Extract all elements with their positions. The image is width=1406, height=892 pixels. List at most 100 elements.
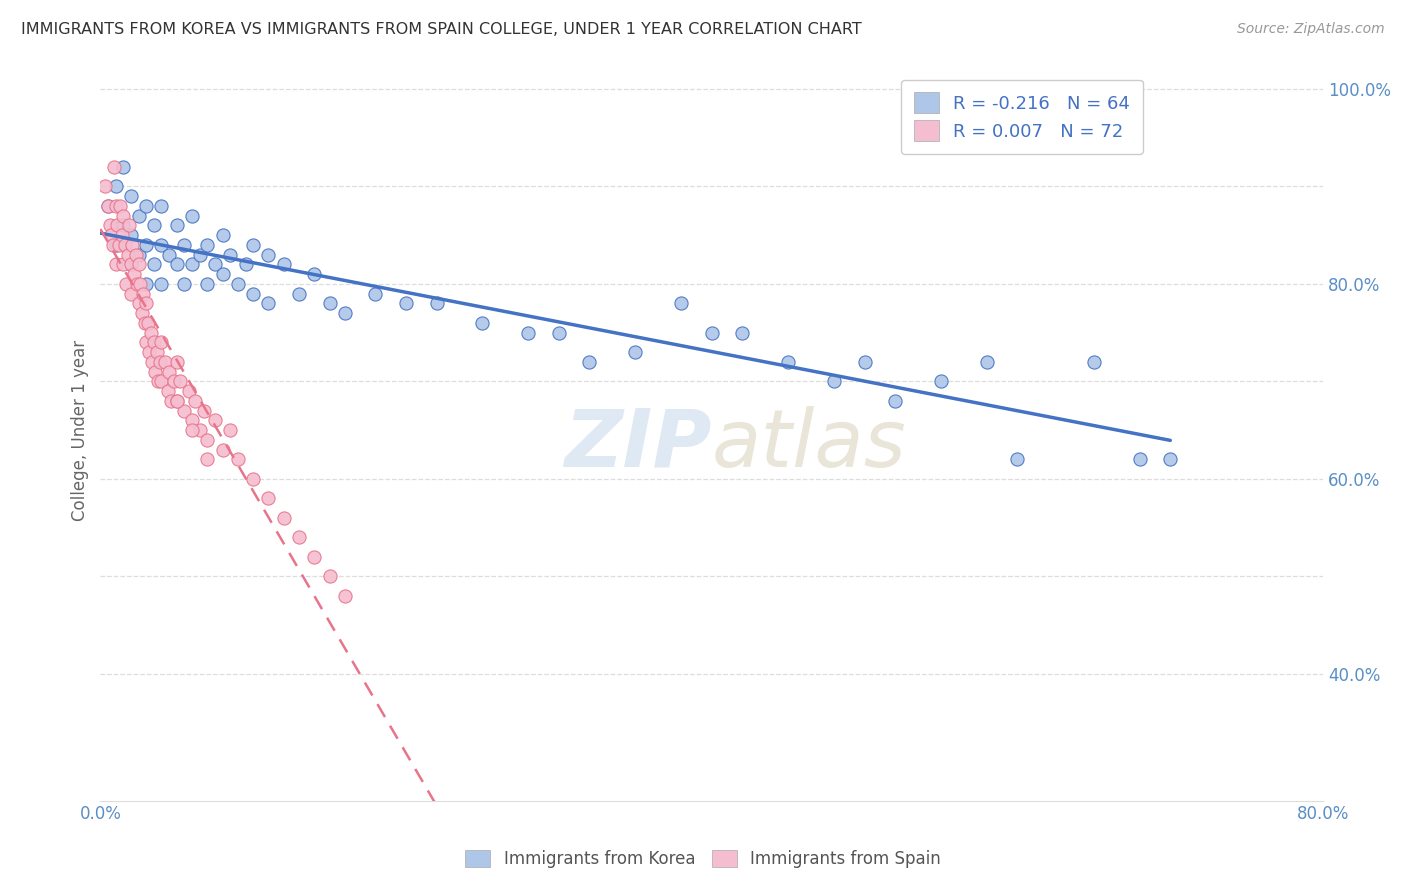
Point — [124, 247, 146, 261]
Point — [163, 375, 186, 389]
Point — [318, 569, 340, 583]
Point — [135, 199, 157, 213]
Point — [242, 472, 264, 486]
Point — [145, 365, 167, 379]
Point — [150, 335, 173, 350]
Point — [471, 316, 494, 330]
Point — [188, 423, 211, 437]
Point — [226, 452, 249, 467]
Point — [211, 442, 233, 457]
Point — [226, 277, 249, 291]
Point — [304, 267, 326, 281]
Point — [97, 199, 120, 213]
Point — [195, 277, 218, 291]
Point — [578, 355, 600, 369]
Point — [166, 393, 188, 408]
Point — [166, 355, 188, 369]
Point — [107, 238, 129, 252]
Point — [976, 355, 998, 369]
Point — [169, 375, 191, 389]
Point — [211, 267, 233, 281]
Point — [136, 316, 159, 330]
Text: Source: ZipAtlas.com: Source: ZipAtlas.com — [1237, 22, 1385, 37]
Point — [288, 286, 311, 301]
Text: atlas: atlas — [711, 406, 907, 484]
Point — [184, 393, 207, 408]
Point — [669, 296, 692, 310]
Point — [112, 257, 135, 271]
Point — [120, 286, 142, 301]
Point — [129, 277, 152, 291]
Point — [364, 286, 387, 301]
Point — [273, 257, 295, 271]
Point — [235, 257, 257, 271]
Point — [624, 345, 647, 359]
Point — [173, 403, 195, 417]
Point — [98, 219, 121, 233]
Point — [517, 326, 540, 340]
Point — [548, 326, 571, 340]
Point — [1159, 452, 1181, 467]
Point — [273, 511, 295, 525]
Point — [288, 530, 311, 544]
Point — [97, 199, 120, 213]
Point — [195, 452, 218, 467]
Point — [219, 423, 242, 437]
Point — [195, 238, 218, 252]
Point — [139, 326, 162, 340]
Text: ZIP: ZIP — [564, 406, 711, 484]
Point — [134, 316, 156, 330]
Point — [150, 375, 173, 389]
Point — [242, 238, 264, 252]
Point — [105, 219, 128, 233]
Point — [156, 384, 179, 398]
Point — [112, 160, 135, 174]
Point — [104, 199, 127, 213]
Point — [884, 393, 907, 408]
Point — [101, 238, 124, 252]
Point — [148, 375, 170, 389]
Point — [120, 257, 142, 271]
Point — [117, 247, 139, 261]
Point — [112, 219, 135, 233]
Point — [141, 355, 163, 369]
Point — [159, 393, 181, 408]
Point — [135, 277, 157, 291]
Point — [395, 296, 418, 310]
Point — [150, 238, 173, 252]
Point — [242, 286, 264, 301]
Point — [103, 160, 125, 174]
Point — [153, 355, 176, 369]
Point — [929, 375, 952, 389]
Point — [120, 257, 142, 271]
Point — [333, 589, 356, 603]
Point — [211, 228, 233, 243]
Point — [135, 238, 157, 252]
Point — [121, 238, 143, 252]
Point — [166, 257, 188, 271]
Point — [166, 393, 188, 408]
Point — [181, 209, 204, 223]
Point — [181, 413, 204, 427]
Point — [150, 199, 173, 213]
Point — [204, 413, 226, 427]
Point — [195, 433, 218, 447]
Point — [100, 228, 122, 243]
Point — [173, 238, 195, 252]
Point — [128, 296, 150, 310]
Point — [112, 209, 135, 223]
Point — [166, 219, 188, 233]
Point — [128, 257, 150, 271]
Point — [104, 179, 127, 194]
Point — [304, 549, 326, 564]
Point — [149, 355, 172, 369]
Point — [135, 296, 157, 310]
Point — [122, 267, 145, 281]
Point — [257, 247, 280, 261]
Point — [142, 219, 165, 233]
Point — [120, 189, 142, 203]
Point — [1083, 355, 1105, 369]
Point — [142, 335, 165, 350]
Point — [1007, 452, 1029, 467]
Point — [1129, 452, 1152, 467]
